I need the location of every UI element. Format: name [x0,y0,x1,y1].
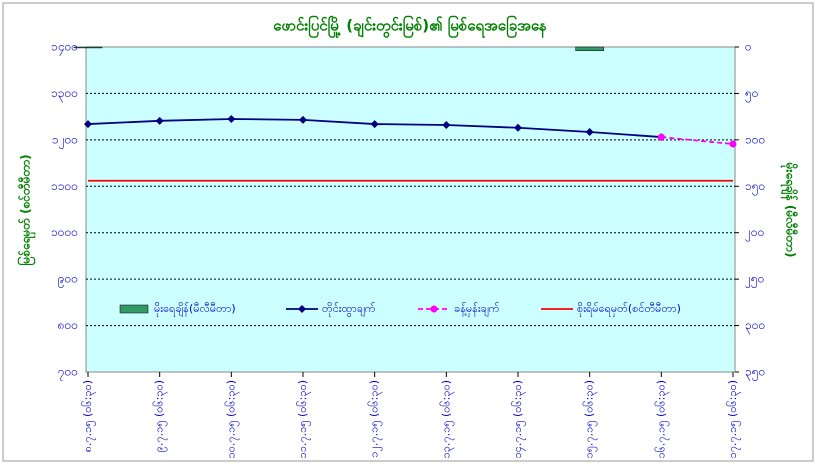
y2-tick-label: ၃၀၀ [745,318,765,335]
line [661,136,734,145]
y2-tick-label: ၂၀၀ [745,225,764,242]
point [84,120,92,129]
x-tick-label: ၉.၇.၁၅ (၀၆:၃၀) [153,380,168,452]
legend-label: စိုးရိမ်ရေမှတ်(စင်တီမီတာ) [577,302,681,317]
y2-axis-title: မိုးရေချိန် (မီလီမီတာ) [780,162,800,258]
legend-label: တိုင်းထွာချက် [322,302,376,317]
y-tick-label: ၈၀၀ [58,318,78,332]
x-tick-label: ၁၆.၇.၁၅ (၀၆:၃၀) [654,380,669,458]
y-tick-label: ၁၂၀၀ [52,132,78,149]
bar [73,46,103,49]
legend-label: ခန့်မှန်းချက် [454,302,500,317]
x-tick-label: ၁၄.၇.၁၅ (၀၆:၃၀) [511,380,526,458]
point [370,120,379,129]
y-tick-label: ၉၀၀ [58,272,78,289]
y-axis-title: မြစ်ရေမှတ် (စင်တီမီတာ) [16,154,37,265]
y2-tick-label: ၁၀၀ [745,132,765,146]
y-tick-label: ၁၁၀၀ [51,179,78,193]
legend-swatch [119,304,149,314]
y-tick-label: ၁၀၀၀ [51,225,78,239]
legend-label: မိုးရေချိန်(မီလီမီတာ) [154,302,236,317]
x-tick-label: ၁၅.၇.၁၅ (၀၆:၃၀) [583,380,598,458]
y2-tick-label: ၂၅၀ [745,272,764,289]
point [227,114,236,123]
x-tick-label: ၁၁.၇.၁၅ (၀၆:၃၀) [296,380,311,458]
x-tick-label: ၁၇.၇.၁၅ (၀၆:၃၀) [726,380,741,458]
point [657,133,665,141]
x-tick-label: ၁၀.၇.၁၅ (၀၆:၃၀) [224,380,239,458]
point [729,140,737,148]
point [585,127,594,136]
y-tick-label: ၁၃၀၀ [51,86,78,103]
y2-tick-label: ၁၅၀ [745,179,765,196]
point [155,116,164,125]
legend-marker [298,305,306,313]
y2-tick-label: ၃၅၀ [745,365,765,382]
y-tick-label: ၁၄၀၀ [51,40,78,57]
point [514,123,522,132]
point [442,121,451,129]
plot-area [85,46,736,373]
y2-tick-label: ၅၀ [745,86,759,103]
legend-marker [430,305,438,313]
y2-tick-label: ၀ [745,40,752,54]
bar [575,46,604,51]
y-tick-label: ၇၀၀ [58,365,78,382]
x-tick-label: ၁၃.၇.၁၅ (၀၆:၃၀) [439,380,454,458]
point [299,115,307,124]
x-tick-label: ၁၂.၇.၁၅ (၀၆:၃၀) [368,380,383,458]
x-tick-label: ၈.၇.၁၅ (၀၆:၃၀) [81,380,96,452]
